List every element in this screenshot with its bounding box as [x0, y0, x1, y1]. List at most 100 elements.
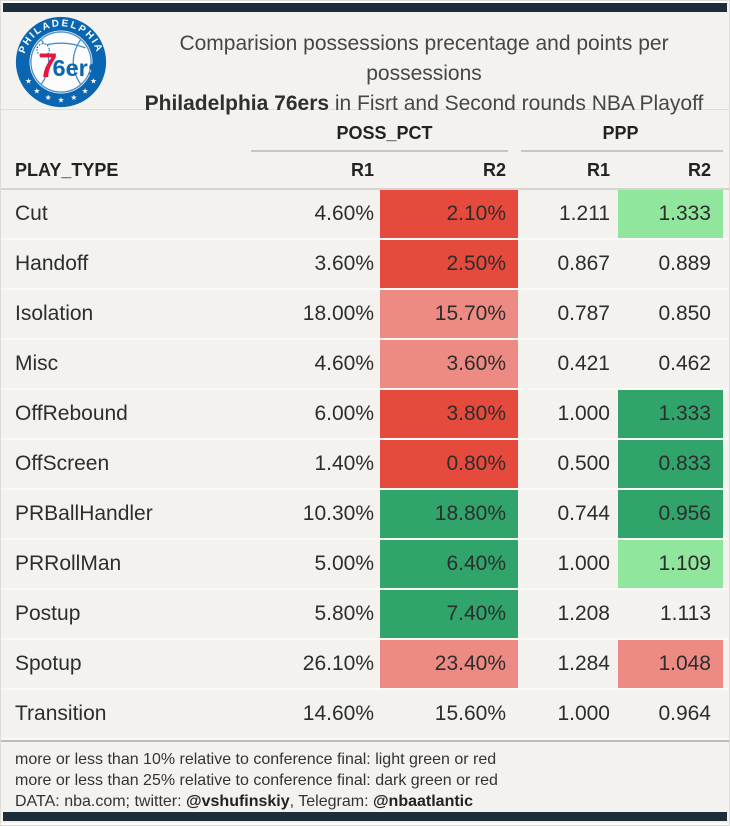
table-row: Spotup 26.10% 23.40% 1.284 1.048: [1, 640, 729, 690]
bottom-edge: [1, 823, 729, 825]
group-header-ppp: PPP: [518, 123, 723, 152]
ppp-r1-cell: 1.284: [557, 652, 610, 675]
credits-line: DATA: nba.com; twitter: @vshufinskiy, Te…: [15, 793, 474, 810]
poss-pct-r2-cell: 2.10%: [380, 190, 518, 238]
footer-divider: [1, 740, 729, 742]
table-row: OffScreen 1.40% 0.80% 0.500 0.833: [1, 440, 729, 490]
ppp-r2-cell: 0.889: [658, 252, 711, 275]
poss-pct-r2-cell: 3.80%: [380, 390, 518, 438]
poss-pct-r1-cell: 5.80%: [314, 602, 374, 625]
ppp-r2-cell: 1.333: [618, 390, 723, 438]
group-header-poss-pct: POSS_PCT: [251, 123, 518, 152]
telegram-handle: @nbaatlantic: [372, 793, 474, 810]
table-row: PRRollMan 5.00% 6.40% 1.000 1.109: [1, 540, 729, 590]
play-type-cell: PRRollMan: [15, 552, 122, 575]
sixers-logo: PHILADELPHIA ★ ★ ★ ★ ★ ★ ★ 7 6ers: [15, 16, 107, 108]
ppp-r1-cell: 1.208: [557, 602, 610, 625]
top-edge: [1, 1, 729, 3]
table-row: PRBallHandler 10.30% 18.80% 0.744 0.956: [1, 490, 729, 540]
poss-pct-r2-cell: 15.70%: [380, 290, 518, 338]
ppp-r1-cell: 0.867: [557, 252, 610, 275]
ppp-r2-cell: 1.048: [618, 640, 723, 688]
poss-pct-r2-cell: 2.50%: [380, 240, 518, 288]
svg-text:★: ★: [71, 93, 78, 102]
logo-stars-ring: [36, 43, 50, 57]
col-header-ppp-r1: R1: [586, 160, 610, 180]
table-header: POSS_PCT PPP PLAY_TYPE R1 R2 R1 R2: [1, 110, 729, 190]
play-type-cell: PRBallHandler: [15, 502, 153, 525]
play-type-cell: Transition: [15, 702, 107, 725]
ppp-r1-cell: 1.000: [557, 402, 610, 425]
svg-text:★: ★: [58, 95, 65, 104]
ppp-r2-cell: 0.462: [658, 352, 711, 375]
poss-pct-r2-cell: 15.60%: [434, 702, 506, 725]
table-row: Postup 5.80% 7.40% 1.208 1.113: [1, 590, 729, 640]
poss-pct-r1-cell: 18.00%: [302, 302, 374, 325]
legend-note-25pct: more or less than 25% relative to confer…: [15, 772, 498, 789]
ppp-r1-cell: 1.000: [557, 702, 610, 725]
title-team-name: Philadelphia 76ers: [144, 92, 330, 115]
ppp-r2-cell: 0.833: [618, 440, 723, 488]
play-type-cell: Isolation: [15, 302, 94, 325]
table-row: Misc 4.60% 3.60% 0.421 0.462: [1, 340, 729, 390]
ppp-underline: [521, 150, 723, 152]
header: PHILADELPHIA ★ ★ ★ ★ ★ ★ ★ 7 6ers Comp: [1, 12, 729, 115]
poss-pct-r2-cell: 0.80%: [380, 440, 518, 488]
table-row: Cut 4.60% 2.10% 1.211 1.333: [1, 190, 729, 240]
table-row: OffRebound 6.00% 3.80% 1.000 1.333: [1, 390, 729, 440]
poss-pct-r1-cell: 1.40%: [314, 452, 374, 475]
ppp-r2-cell: 0.850: [658, 302, 711, 325]
svg-text:★: ★: [45, 93, 52, 102]
table-body: Cut 4.60% 2.10% 1.211 1.333 Handoff 3.60…: [1, 190, 729, 740]
legend-note-10pct: more or less than 10% relative to confer…: [15, 751, 497, 768]
poss-pct-r1-cell: 10.30%: [302, 502, 374, 525]
table-row: Isolation 18.00% 15.70% 0.787 0.850: [1, 290, 729, 340]
poss-pct-r1-cell: 4.60%: [314, 352, 374, 375]
ppp-r1-cell: 1.211: [559, 202, 610, 225]
ppp-r2-cell: 0.956: [618, 490, 723, 538]
poss-pct-r2-cell: 6.40%: [380, 540, 518, 588]
ppp-r1-cell: 0.421: [557, 352, 610, 375]
twitter-handle: @vshufinskiy: [186, 793, 290, 810]
poss-pct-r1-cell: 6.00%: [314, 402, 374, 425]
poss-pct-r2-cell: 3.60%: [380, 340, 518, 388]
play-type-cell: Handoff: [15, 252, 89, 275]
footer-notes: more or less than 10% relative to confer…: [1, 742, 729, 812]
table-row: Transition 14.60% 15.60% 1.000 0.964: [1, 690, 729, 740]
col-header-ppp-r2: R2: [687, 160, 711, 180]
logo-seven: 7: [38, 47, 57, 85]
poss-pct-r1-cell: 3.60%: [314, 252, 374, 275]
page-title: Comparision possessions precentage and p…: [119, 12, 729, 119]
title-line-1: Comparision possessions precentage and p…: [179, 32, 669, 85]
poss-pct-r2-cell: 7.40%: [380, 590, 518, 638]
col-header-play-type: PLAY_TYPE: [15, 160, 119, 180]
play-type-cell: OffRebound: [15, 402, 128, 425]
ppp-r2-cell: 1.333: [618, 190, 723, 238]
poss-pct-r1-cell: 4.60%: [314, 202, 374, 225]
ppp-r1-cell: 0.744: [557, 502, 610, 525]
play-type-cell: Cut: [15, 202, 48, 225]
svg-text:★: ★: [33, 87, 40, 96]
poss-pct-r1-cell: 14.60%: [302, 702, 374, 725]
logo-sixers-text: 6ers: [53, 55, 101, 81]
poss-pct-underline: [251, 150, 508, 152]
table-row: Handoff 3.60% 2.50% 0.867 0.889: [1, 240, 729, 290]
svg-text:★: ★: [25, 77, 32, 86]
top-accent-bar: [3, 2, 727, 12]
ppp-r2-cell: 1.109: [618, 540, 723, 588]
col-header-poss-r1: R1: [350, 160, 374, 180]
bottom-accent-bar: [3, 812, 727, 822]
ppp-r2-cell: 0.964: [658, 702, 711, 725]
play-type-cell: Postup: [15, 602, 81, 625]
poss-pct-r1-cell: 26.10%: [302, 652, 374, 675]
play-type-cell: Misc: [15, 352, 59, 375]
col-header-poss-r2: R2: [482, 160, 506, 180]
poss-pct-r2-cell: 18.80%: [380, 490, 518, 538]
play-type-cell: OffScreen: [15, 452, 110, 475]
title-line-2: Philadelphia 76ers in Fisrt and Second r…: [144, 92, 704, 115]
ppp-r1-cell: 0.787: [557, 302, 610, 325]
poss-pct-r1-cell: 5.00%: [314, 552, 374, 575]
svg-text:★: ★: [90, 77, 97, 86]
poss-pct-r2-cell: 23.40%: [380, 640, 518, 688]
